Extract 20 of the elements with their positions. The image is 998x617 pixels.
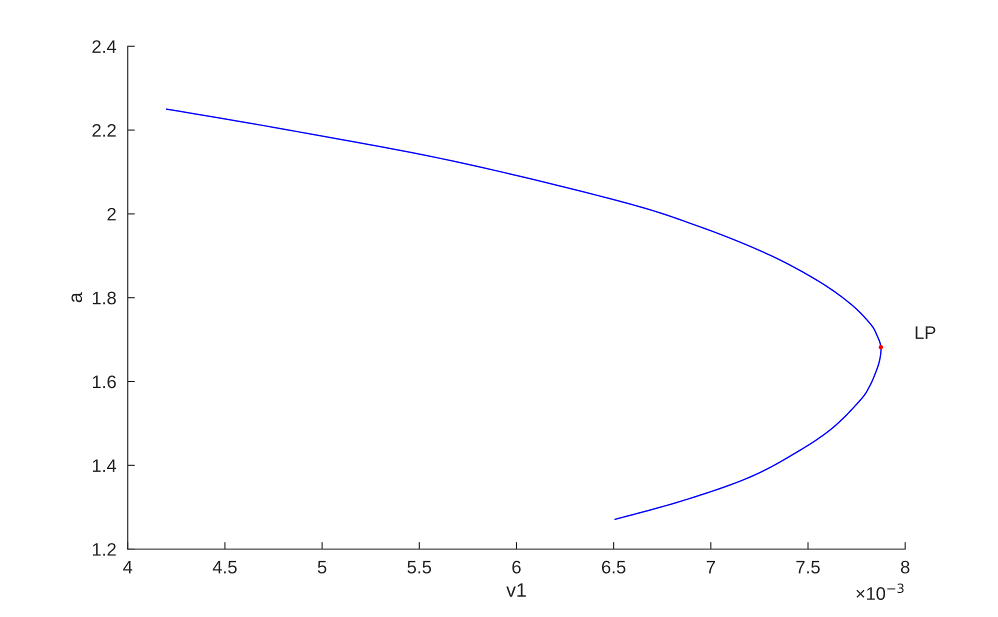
x-tick-label: 5 bbox=[318, 560, 326, 574]
y-tick-label: 1.4 bbox=[92, 459, 116, 472]
text: ×10$^{−3}$ bbox=[856, 584, 904, 600]
x-tick-label: 6 bbox=[512, 560, 521, 574]
y-tick-label: 1.8 bbox=[92, 292, 116, 304]
y-tick-label: 2.2 bbox=[92, 124, 116, 137]
x-tick-label: 8 bbox=[900, 560, 910, 574]
y-tick-label: 1.6 bbox=[92, 375, 116, 388]
y-tick-label: 2 bbox=[108, 208, 116, 220]
y-tick-label: 2.4 bbox=[92, 40, 116, 53]
x-tick-label: 7 bbox=[706, 560, 715, 574]
x-tick-label: 4.5 bbox=[212, 560, 237, 574]
y-tick-label: 1.2 bbox=[92, 543, 116, 556]
x-tick-label: 5.5 bbox=[407, 560, 432, 574]
x-tick-label: 6.5 bbox=[602, 560, 626, 574]
y-axis-title: a bbox=[71, 292, 82, 302]
annotation: LP bbox=[916, 326, 936, 339]
x-axis-title: v1 bbox=[506, 583, 526, 597]
x-tick-label: 7.5 bbox=[796, 560, 820, 574]
x-tick-label: 4 bbox=[123, 560, 132, 574]
